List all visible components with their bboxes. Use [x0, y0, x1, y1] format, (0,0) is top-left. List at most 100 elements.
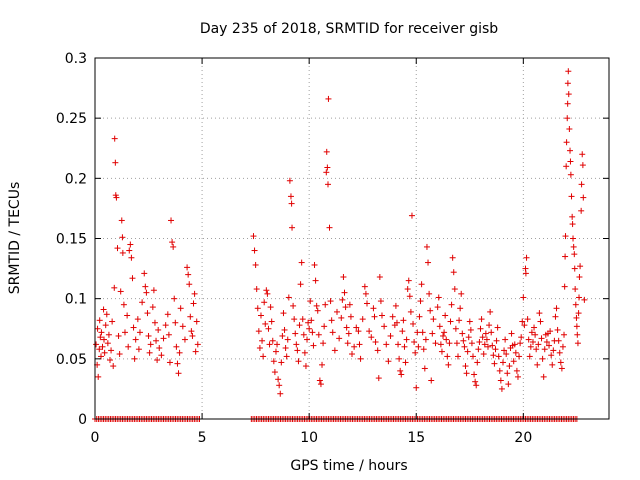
data-point — [371, 313, 378, 320]
data-point — [329, 329, 336, 336]
data-point — [573, 323, 580, 330]
data-point — [280, 310, 287, 317]
data-point — [413, 384, 420, 391]
data-point — [466, 318, 473, 325]
data-point — [101, 349, 108, 356]
data-point — [396, 355, 403, 362]
data-point — [430, 316, 437, 323]
data-point — [156, 345, 163, 352]
data-point — [435, 294, 442, 301]
data-point — [450, 269, 457, 276]
data-point — [383, 341, 390, 348]
data-point — [322, 301, 329, 308]
data-point — [100, 306, 107, 313]
data-point — [525, 336, 532, 343]
data-point — [425, 259, 432, 266]
data-point — [512, 349, 519, 356]
data-point — [540, 373, 547, 380]
data-point — [387, 332, 394, 339]
data-point — [128, 254, 135, 261]
data-point — [531, 324, 538, 331]
data-point — [97, 334, 104, 341]
data-point — [270, 358, 277, 365]
data-point — [513, 367, 520, 374]
y-axis-label: SRMTID / TECUs — [7, 182, 23, 295]
data-point — [324, 164, 331, 171]
data-point — [284, 336, 291, 343]
data-point — [562, 233, 569, 240]
data-point — [533, 346, 540, 353]
data-point — [372, 338, 379, 345]
data-point — [467, 326, 474, 333]
data-point — [535, 341, 542, 348]
data-point — [403, 336, 410, 343]
data-point — [268, 318, 275, 325]
data-point — [555, 337, 562, 344]
data-point — [357, 355, 364, 362]
data-point — [428, 377, 435, 384]
data-point — [94, 325, 101, 332]
data-point — [572, 301, 579, 308]
data-point — [520, 294, 527, 301]
data-point — [576, 294, 583, 301]
data-point — [115, 332, 122, 339]
data-point — [573, 314, 580, 321]
data-point — [400, 317, 407, 324]
data-point — [120, 301, 127, 308]
data-point — [427, 307, 434, 314]
data-point — [309, 329, 316, 336]
data-point — [151, 319, 158, 326]
data-point — [434, 304, 441, 311]
data-point — [447, 318, 454, 325]
data-point — [136, 329, 143, 336]
data-point — [188, 328, 195, 335]
data-point — [323, 148, 330, 155]
data-point — [446, 340, 453, 347]
data-point — [402, 359, 409, 366]
data-point — [569, 213, 576, 220]
data-point — [344, 340, 351, 347]
data-point — [301, 349, 308, 356]
data-point — [338, 314, 345, 321]
data-point — [135, 346, 142, 353]
data-point — [283, 353, 290, 360]
data-point — [395, 341, 402, 348]
data-point — [537, 318, 544, 325]
data-point — [541, 346, 548, 353]
grid — [95, 58, 609, 419]
data-point — [429, 330, 436, 337]
data-point — [498, 385, 505, 392]
data-point — [314, 307, 321, 314]
data-point — [290, 302, 297, 309]
data-point — [98, 329, 105, 336]
data-point — [405, 277, 412, 284]
data-point — [472, 378, 479, 385]
data-point — [171, 295, 178, 302]
data-point — [581, 296, 588, 303]
data-point — [549, 361, 556, 368]
y-tick-label: 0.15 — [56, 232, 87, 248]
data-point — [271, 369, 278, 376]
data-point — [506, 363, 513, 370]
data-point — [132, 336, 139, 343]
data-point — [336, 335, 343, 342]
data-point — [139, 299, 146, 306]
data-point — [479, 334, 486, 341]
data-point — [452, 325, 459, 332]
data-point — [113, 194, 120, 201]
data-point — [285, 294, 292, 301]
data-point — [534, 361, 541, 368]
data-point — [470, 353, 477, 360]
data-point — [302, 363, 309, 370]
data-point — [279, 332, 286, 339]
data-point — [253, 286, 260, 293]
data-point — [511, 341, 518, 348]
data-point — [255, 328, 262, 335]
data-point — [568, 193, 575, 200]
data-point — [522, 270, 529, 277]
data-point — [313, 302, 320, 309]
data-point — [131, 355, 138, 362]
data-point — [251, 247, 258, 254]
data-point — [342, 304, 349, 311]
data-point — [370, 305, 377, 312]
